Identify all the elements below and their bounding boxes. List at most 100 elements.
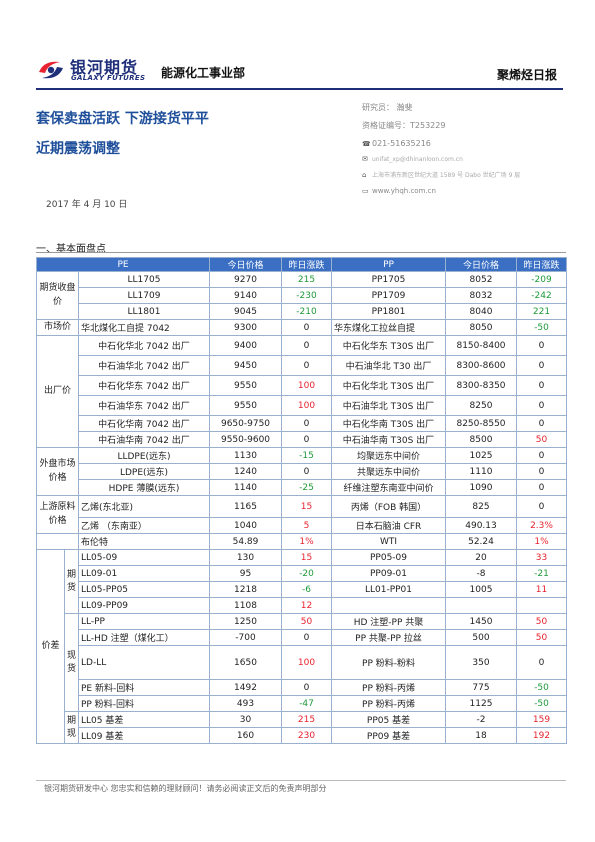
table-cell: PP 粉料-粉料 — [331, 645, 446, 680]
table-cell: 0 — [281, 355, 332, 376]
table-cell: 95 — [209, 565, 282, 582]
table-cell: LL09-PP09 — [78, 597, 210, 614]
table-cell: LL05-PP05 — [78, 581, 210, 598]
table-cell: 350 — [445, 645, 517, 680]
header-pp-change: 昨日涨跌 — [516, 257, 567, 272]
table-cell: 丙烯（FOB 韩国） — [331, 495, 446, 518]
table-row: 上游原料价格 乙烯(东北亚) 1165 15 丙烯（FOB 韩国） 825 0 — [36, 495, 567, 534]
table-cell: -8 — [445, 565, 517, 582]
table-row: PE 新料-回料 1492 0 PP 粉料-丙烯 775 -50 — [37, 679, 567, 696]
table-cell: -47 — [281, 695, 332, 712]
group-label: 出厂价 — [36, 335, 79, 448]
table-cell: 0 — [281, 335, 332, 356]
analyst-email-row: ✉ unifat_xp@dhinanloon.com.cn — [362, 156, 463, 163]
table-cell: -15 — [281, 447, 332, 464]
table-cell — [36, 533, 79, 550]
analyst-web: www.yhqh.com.cn — [372, 187, 436, 195]
table-cell: PP 粉料-回料 — [78, 695, 210, 712]
table-cell: 9450 — [209, 355, 282, 376]
table-cell: 1% — [516, 533, 567, 550]
table-cell: 布伦特 — [78, 533, 210, 550]
table-cell: -21 — [516, 565, 567, 582]
table-cell: PP1709 — [331, 287, 446, 304]
table-cell: 1040 — [209, 517, 282, 534]
table-cell: 8050 — [445, 319, 517, 336]
table-cell: 1492 — [209, 679, 282, 696]
table-cell: 0 — [281, 629, 332, 646]
table-cell: 159 — [516, 711, 567, 728]
table-cell: 8300-8600 — [445, 355, 517, 376]
table-cell: 500 — [445, 629, 517, 646]
table-cell: 0 — [281, 319, 332, 336]
table-cell: 52.24 — [445, 533, 517, 550]
table-cell: 1140 — [209, 479, 282, 496]
section-divider — [36, 252, 566, 253]
table-row: LL1709 9140 -230 PP1709 8032 -242 — [37, 287, 567, 304]
table-cell: 9400 — [209, 335, 282, 356]
table-cell: 中石油华北 7042 出厂 — [78, 355, 210, 376]
table-row: 期货收盘价 LL1705 9270 215 PP1705 8052 -209 — [36, 271, 567, 320]
subgroup-label: 现货 — [64, 613, 79, 712]
table-cell: LL1709 — [78, 287, 210, 304]
galaxy-logo-icon — [39, 61, 63, 79]
table-cell: 15 — [281, 549, 332, 566]
table-cell: 8500 — [445, 431, 517, 448]
group-label: 外盘市场价格 — [36, 447, 79, 496]
table-cell: 0 — [516, 463, 567, 480]
table-cell: LL09-01 — [78, 565, 210, 582]
table-row: 中石油华北 7042 出厂 9450 0 中石油华北 T30 出厂 8300-8… — [37, 355, 567, 376]
analyst-phone-row: ☎021-51635216 — [362, 140, 431, 148]
table-cell: -25 — [281, 479, 332, 496]
table-cell: PP09 基差 — [331, 727, 446, 744]
header-pe: PE — [36, 257, 210, 272]
table-cell: -50 — [516, 679, 567, 696]
table-row: 价差 期货 LL05-09 130 15 PP05-09 20 33 — [36, 549, 567, 744]
table-cell: 中石化华南 T30S 出厂 — [331, 415, 446, 432]
table-cell: -210 — [281, 303, 332, 320]
table-row: 市场价 华北煤化工自提 7042 9300 0 华东煤化工拉丝自提 8050 -… — [36, 319, 567, 336]
table-cell: -6 — [281, 581, 332, 598]
table-cell: 乙烯(东北亚) — [78, 495, 210, 518]
company-logo: 银河期货 GALAXY FUTURES — [36, 54, 156, 86]
analyst-address-row: ⌂ 上海市浦东新区世纪大道 1589 号 Dabo 世纪广场 9 层 — [362, 172, 520, 179]
table-cell: 中石油华南 T30S 出厂 — [331, 431, 446, 448]
table-cell: LL1705 — [78, 271, 210, 288]
department-name: 能源化工事业部 — [161, 66, 246, 80]
table-cell: 50 — [281, 613, 332, 630]
table-cell: 8150-8400 — [445, 335, 517, 356]
table-cell: 9270 — [209, 271, 282, 288]
table-cell: WTI — [331, 533, 446, 550]
table-cell: 33 — [516, 549, 567, 566]
table-cell: 1% — [281, 533, 332, 550]
table-cell: 8032 — [445, 287, 517, 304]
table-cell: 1090 — [445, 479, 517, 496]
table-cell: 1650 — [209, 645, 282, 680]
table-cell: 1110 — [445, 463, 517, 480]
group-label: 上游原料价格 — [36, 495, 79, 534]
table-cell: 493 — [209, 695, 282, 712]
table-cell: 130 — [209, 549, 282, 566]
table-row: 布伦特 54.89 1% WTI 52.24 1% — [36, 533, 567, 550]
table-row: 中石油华东 7042 出厂 9550 100 中石油华北 T30S 出厂 825… — [37, 395, 567, 416]
report-date: 2017 年 4 月 10 日 — [46, 200, 128, 210]
logo-text-en: GALAXY FUTURES — [71, 74, 146, 82]
analyst-web-row: ▭ www.yhqh.com.cn — [362, 188, 436, 195]
section-title: 一、基本面盘点 — [36, 244, 106, 255]
table-cell: 共聚远东中间价 — [331, 463, 446, 480]
footer-divider — [36, 780, 566, 781]
table-cell: 中石化华北 T30S 出厂 — [331, 375, 446, 396]
table-cell: 100 — [281, 645, 332, 680]
table-cell: 1450 — [445, 613, 517, 630]
table-cell: 0 — [516, 479, 567, 496]
table-row: 中石化华南 7042 出厂 9650-9750 0 中石化华南 T30S 出厂 … — [37, 415, 567, 432]
table-cell: -50 — [516, 695, 567, 712]
table-cell: -50 — [516, 319, 567, 336]
table-cell: 0 — [281, 431, 332, 448]
table-cell: 日本石脑油 CFR — [331, 517, 446, 534]
table-cell: 0 — [281, 415, 332, 432]
table-cell: 中石油华南 7042 出厂 — [78, 431, 210, 448]
table-cell: 乙烯 （东南亚） — [78, 517, 210, 534]
table-cell: PP 共聚-PP 拉丝 — [331, 629, 446, 646]
table-cell: 8250 — [445, 395, 517, 416]
table-cell: 8250-8550 — [445, 415, 517, 432]
